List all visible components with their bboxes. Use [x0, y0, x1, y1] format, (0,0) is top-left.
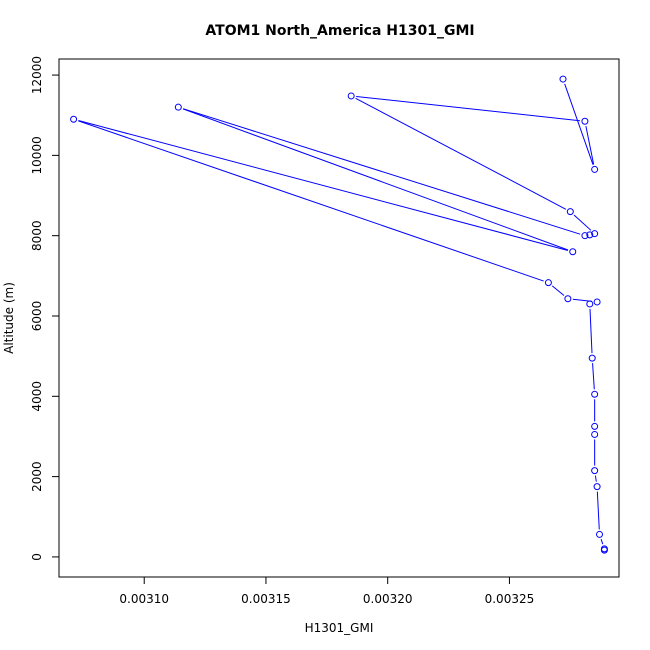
x-tick-label: 0.00325: [485, 592, 535, 606]
x-axis-label: H1301_GMI: [305, 621, 374, 635]
data-point: [591, 467, 599, 475]
series-segment: [589, 308, 593, 354]
series-segment: [551, 285, 565, 296]
y-tick-label: 4000: [30, 381, 44, 412]
chart-title: ATOM1 North_America H1301_GMI: [205, 23, 474, 39]
data-point: [586, 231, 594, 239]
data-point: [600, 545, 608, 553]
series-segment: [592, 363, 595, 390]
series-segment: [573, 214, 592, 231]
data-point: [591, 390, 599, 398]
series-segment: [596, 491, 600, 530]
data-point: [569, 248, 577, 256]
y-tick-label: 2000: [30, 461, 44, 492]
series-segment: [182, 108, 569, 251]
data-point: [544, 279, 552, 287]
plot-frame: [58, 58, 620, 578]
data-point: [70, 115, 78, 123]
x-tick-label: 0.00310: [119, 592, 169, 606]
series-segment: [356, 95, 580, 122]
series-points: [70, 75, 608, 554]
data-point: [593, 298, 601, 306]
data-point: [559, 75, 567, 83]
series-segment: [182, 108, 581, 235]
data-point: [591, 430, 599, 438]
x-tick-label: 0.00320: [363, 592, 413, 606]
data-point: [596, 530, 604, 538]
data-point: [581, 232, 589, 240]
series-segment: [78, 120, 569, 251]
series-segment: [78, 120, 544, 282]
data-point: [591, 422, 599, 430]
data-point: [591, 230, 599, 238]
series-segment: [355, 97, 567, 210]
x-axis: 0.00310 0.00315 0.00320 0.00325: [119, 576, 535, 606]
data-point: [347, 92, 355, 100]
data-point: [593, 483, 601, 491]
data-point: [174, 103, 182, 111]
data-point: [566, 208, 574, 216]
data-point: [564, 295, 572, 303]
data-point: [591, 165, 599, 173]
x-tick-label: 0.00315: [241, 592, 291, 606]
data-point: [581, 117, 589, 125]
series-segment: [585, 126, 595, 165]
y-axis-label: Altitude (m): [2, 282, 16, 354]
y-tick-label: 12000: [30, 56, 44, 94]
data-point: [586, 300, 594, 308]
data-point: [588, 354, 596, 362]
series-segment: [564, 83, 594, 165]
y-tick-label: 6000: [30, 301, 44, 332]
series-lines: [78, 83, 604, 545]
series-segment: [594, 475, 597, 482]
y-tick-label: 0: [30, 553, 44, 561]
y-axis: 0 2000 4000 6000 8000 10000 12000: [30, 56, 60, 561]
y-tick-label: 8000: [30, 220, 44, 251]
y-tick-label: 10000: [30, 136, 44, 174]
series-segment: [600, 539, 604, 545]
